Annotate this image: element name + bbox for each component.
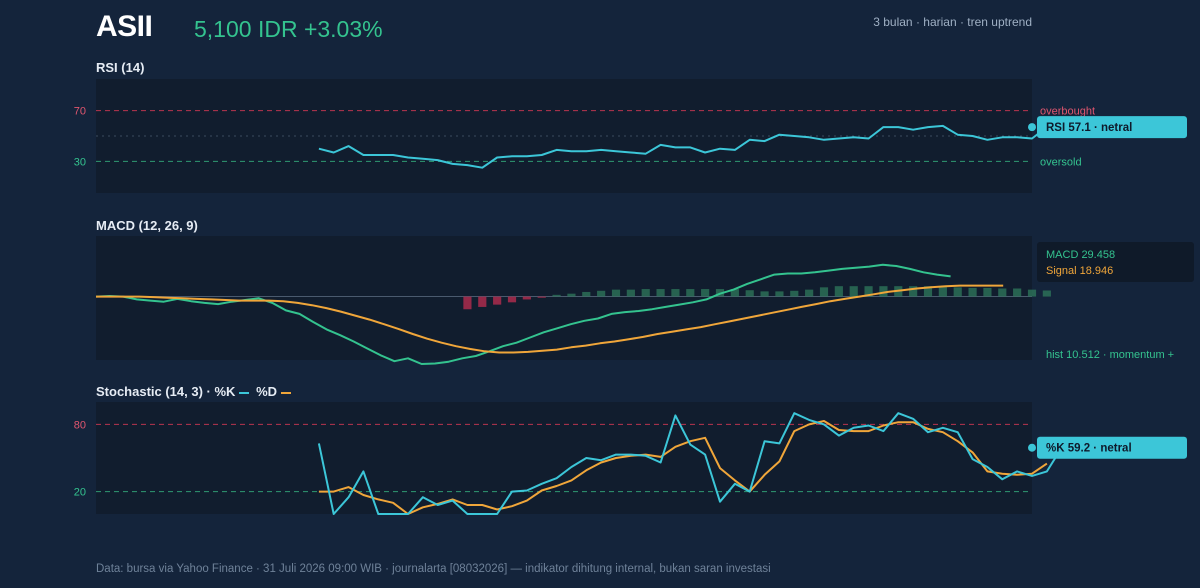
macd-hist-bar — [597, 290, 606, 297]
stoch-legend-d-swatch — [281, 391, 292, 394]
macd-hist-bar — [968, 287, 977, 297]
macd-hist-bar — [983, 287, 992, 297]
macd-panel-bg — [96, 236, 1032, 360]
rsi-panel-title: RSI (14) — [96, 60, 145, 75]
rsi-badge: RSI 57.1 · netral — [1046, 122, 1132, 134]
macd-hist-bar — [953, 287, 962, 297]
macd-hist-bar — [522, 296, 531, 300]
macd-hist-bar — [760, 291, 769, 297]
macd-hist-bar — [626, 289, 635, 297]
macd-hist-bar — [507, 296, 517, 303]
chart-meta: 3 bulan · harian · tren uptrend — [873, 15, 1032, 29]
macd-hist-bar — [923, 286, 933, 297]
macd-hist-bar — [701, 289, 710, 297]
stoch-badge-bg — [1037, 436, 1187, 459]
rsi-tick-30: 30 — [74, 156, 86, 168]
rsi-badge-bg — [1037, 116, 1187, 139]
macd-hist-bar — [998, 288, 1007, 297]
rsi-tick-70: 70 — [74, 106, 86, 118]
macd-panel-title: MACD (12, 26, 9) — [96, 218, 198, 233]
macd-signal-line — [96, 284, 1004, 354]
macd-hist-bar — [879, 286, 888, 297]
stoch-title-prefix: Stochastic (14, 3) · — [96, 384, 211, 399]
macd-hist-bar — [671, 289, 680, 297]
macd-hist-bar — [463, 296, 472, 310]
stoch-legend-k: %K — [214, 384, 236, 399]
macd-hist-bar — [1042, 290, 1051, 297]
footer-note: Data: bursa via Yahoo Finance · 31 Juli … — [96, 563, 771, 575]
macd-hist-bar — [834, 286, 843, 297]
macd-hist-bar — [611, 289, 621, 297]
macd-hist-bar — [849, 286, 858, 297]
macd-hist-bar — [805, 289, 814, 297]
ticker-symbol: ASII — [96, 10, 153, 43]
macd-hist-label: hist 10.512 · momentum + — [1046, 349, 1174, 361]
rsi-overbought-label: overbought — [1040, 106, 1095, 118]
stoch-badge: %K 59.2 · netral — [1046, 443, 1132, 455]
macd-hist-bar — [1027, 289, 1037, 297]
macd-hist-bar — [1013, 288, 1022, 297]
macd-hist-bar — [493, 296, 502, 305]
stoch-legend-d: %D — [256, 384, 278, 399]
macd-hist-bar — [641, 289, 650, 297]
macd-hist-bar — [775, 291, 784, 297]
macd-value-label: MACD 29.458 — [1046, 249, 1115, 261]
rsi-last-point — [1028, 123, 1036, 132]
stoch-k-line — [317, 412, 1063, 515]
macd-hist-bar — [582, 291, 591, 297]
macd-hist-bar — [938, 286, 947, 297]
macd-signal-label: Signal 18.946 — [1046, 265, 1113, 277]
macd-hist-bar — [745, 290, 754, 297]
macd-hist-bar — [686, 289, 695, 297]
macd-hist-bar — [864, 286, 873, 297]
macd-hist-bar — [567, 293, 576, 297]
stoch-panel-bg — [96, 402, 1032, 514]
macd-legend-box — [1037, 242, 1194, 282]
macd-hist-bar — [552, 294, 561, 297]
macd-hist-bar — [790, 290, 799, 297]
macd-hist-bar — [730, 289, 739, 297]
stoch-tick-80: 80 — [74, 419, 86, 431]
rsi-line — [318, 124, 1048, 169]
stoch-panel-title: Stochastic (14, 3) · %K %D — [96, 384, 294, 399]
macd-hist-bar — [656, 289, 665, 297]
stoch-last-point — [1028, 443, 1036, 452]
stoch-tick-20: 20 — [74, 487, 86, 499]
stoch-legend-k-swatch — [239, 391, 250, 394]
stoch-d-line — [318, 420, 1048, 515]
price-change: 5,100 IDR +3.03% — [194, 16, 383, 42]
macd-hist-bar — [819, 287, 829, 297]
macd-hist-bar — [537, 296, 546, 298]
macd-hist-bar — [909, 286, 918, 297]
macd-hist-bar — [478, 296, 487, 307]
rsi-oversold-label: oversold — [1040, 156, 1082, 168]
